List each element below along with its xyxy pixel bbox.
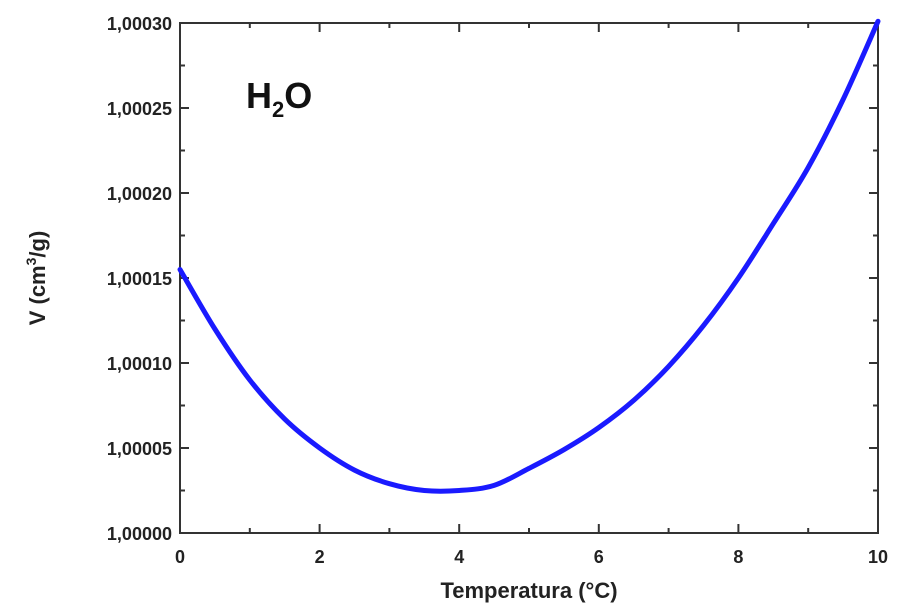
y-tick-label: 1,00025 <box>107 99 172 119</box>
y-tick-label: 1,00010 <box>107 354 172 374</box>
y-axis: 1,00000 1,00005 1,00010 1,00015 1,00020 1,000… <box>107 14 878 544</box>
y-axis-title-prefix: V (cm <box>25 265 50 325</box>
x-tick-label: 8 <box>733 547 743 567</box>
x-tick-label: 2 <box>315 547 325 567</box>
annotation-tail: O <box>284 75 312 116</box>
annotation-subscript: 2 <box>272 97 284 122</box>
x-tick-label: 4 <box>454 547 464 567</box>
y-tick-label: 1,00015 <box>107 269 172 289</box>
y-tick-label: 1,00005 <box>107 439 172 459</box>
y-tick-label: 1,00030 <box>107 14 172 34</box>
y-tick-label: 1,00020 <box>107 184 172 204</box>
x-axis: 0 2 4 6 8 10 <box>175 23 888 567</box>
y-tick-label: 1,00000 <box>107 524 172 544</box>
x-tick-label: 10 <box>868 547 888 567</box>
annotation-base: H <box>246 75 272 116</box>
x-axis-title: Temperatura (°C) <box>440 578 617 603</box>
x-tick-label: 0 <box>175 547 185 567</box>
y-axis-title: V (cm3/g) <box>23 231 50 326</box>
x-tick-label: 6 <box>594 547 604 567</box>
series-line <box>177 18 881 494</box>
y-axis-title-suffix: /g) <box>25 231 50 258</box>
annotation-h2o: H2O <box>246 75 312 122</box>
y-axis-title-superscript: 3 <box>23 257 39 265</box>
